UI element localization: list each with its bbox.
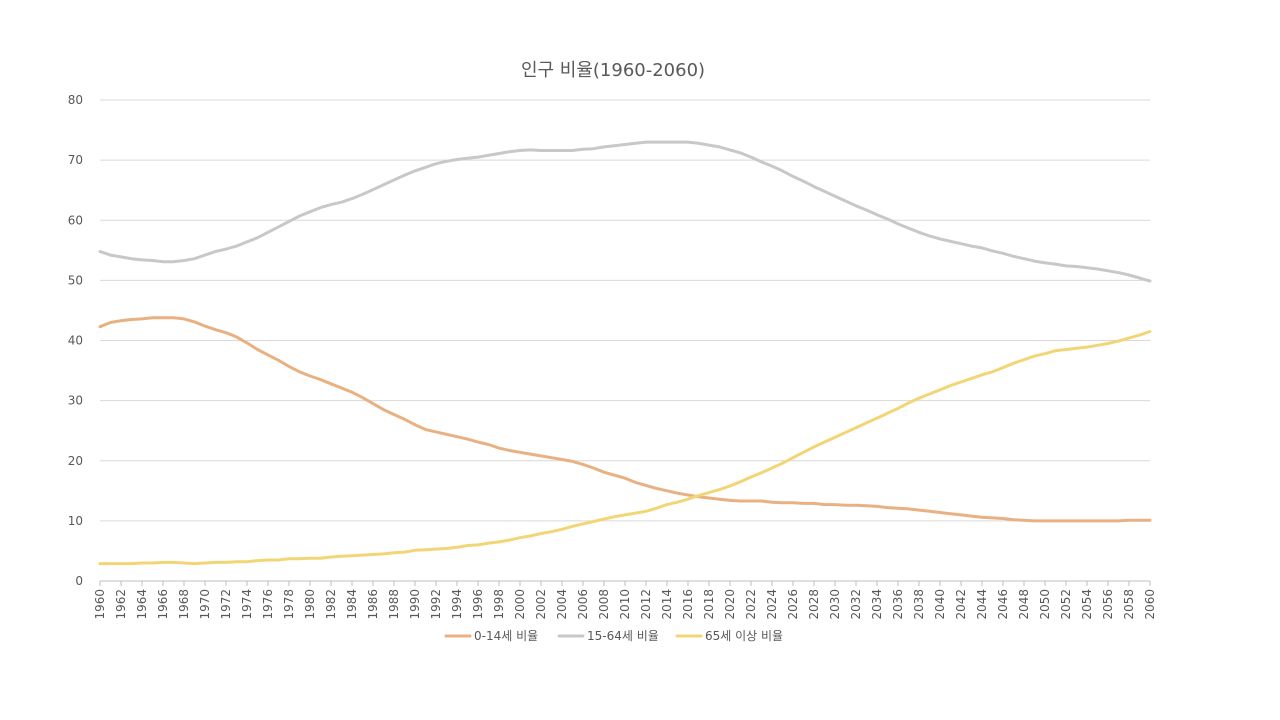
legend-label-2: 65세 이상 비율	[705, 629, 783, 643]
x-tick-label: 1964	[135, 589, 149, 620]
x-tick-label: 1986	[366, 589, 380, 620]
x-tick-label: 2030	[828, 589, 842, 620]
series-line-0	[98, 316, 1152, 523]
x-tick-label: 1968	[177, 589, 191, 620]
x-tick-label: 1988	[387, 589, 401, 620]
x-tick-label: 2048	[1017, 589, 1031, 620]
x-tick-label: 2042	[954, 589, 968, 620]
x-tick-label: 2012	[639, 589, 653, 620]
x-tick-label: 2018	[702, 589, 716, 620]
x-tick-label: 2034	[870, 589, 884, 620]
chart-title: 인구 비율(1960-2060)	[521, 60, 705, 81]
x-tick-label: 2006	[576, 589, 590, 620]
x-tick-label: 1998	[492, 589, 506, 620]
y-axis: 0 10 20 30 40 50 60 70 80	[68, 93, 83, 588]
series-line-2	[98, 330, 1152, 566]
y-tick-label: 30	[68, 394, 83, 408]
x-tick-label: 2024	[765, 589, 779, 620]
y-tick-label: 50	[68, 273, 83, 287]
x-tick-label: 1980	[303, 589, 317, 620]
series-lines	[98, 140, 1152, 566]
y-tick-label: 80	[68, 93, 83, 107]
x-tick-label: 1976	[261, 589, 275, 620]
x-tick-label: 2044	[975, 589, 989, 620]
x-tick-label: 1990	[408, 589, 422, 620]
y-tick-label: 20	[68, 454, 83, 468]
x-tick-label: 1982	[324, 589, 338, 620]
y-tick-label: 60	[68, 213, 83, 227]
x-tick-label: 2000	[513, 589, 527, 620]
x-tick-label: 1972	[219, 589, 233, 620]
y-tick-label: 70	[68, 153, 83, 167]
x-tick-label: 2038	[912, 589, 926, 620]
y-tick-label: 10	[68, 514, 83, 528]
x-tick-label: 2060	[1143, 589, 1157, 620]
x-tick-label: 2056	[1101, 589, 1115, 620]
x-tick-label: 1960	[93, 589, 107, 620]
x-tick-label: 1996	[471, 589, 485, 620]
x-tick-label: 2050	[1038, 589, 1052, 620]
series-line-1	[98, 140, 1152, 283]
y-tick-label: 0	[75, 574, 83, 588]
legend: 0-14세 비율 15-64세 비율 65세 이상 비율	[444, 629, 783, 643]
x-tick-label: 1970	[198, 589, 212, 620]
x-tick-label: 2054	[1080, 589, 1094, 620]
y-tick-label: 40	[68, 334, 83, 348]
x-tick-label: 2014	[660, 589, 674, 620]
x-tick-label: 1962	[114, 589, 128, 620]
x-tick-label: 2016	[681, 589, 695, 620]
gridlines	[100, 99, 1150, 582]
x-tick-label: 2010	[618, 589, 632, 620]
x-tick-label: 1978	[282, 589, 296, 620]
x-tick-label: 1966	[156, 589, 170, 620]
x-tick-label: 2020	[723, 589, 737, 620]
x-tick-label: 1992	[429, 589, 443, 620]
x-tick-label: 2026	[786, 589, 800, 620]
x-tick-label: 2058	[1122, 589, 1136, 620]
x-tick-label: 2004	[555, 589, 569, 620]
x-tick-label: 1974	[240, 589, 254, 620]
x-tick-label: 2008	[597, 589, 611, 620]
x-tick-label: 2040	[933, 589, 947, 620]
x-axis: 1960 1962 1964 1966 1968 1970 1972 1974 1976 1978…	[93, 581, 1157, 620]
x-tick-label: 2002	[534, 589, 548, 620]
x-tick-label: 1994	[450, 589, 464, 620]
legend-label-1: 15-64세 비율	[587, 629, 659, 643]
x-tick-label: 2022	[744, 589, 758, 620]
x-tick-label: 2046	[996, 589, 1010, 620]
x-tick-label: 2032	[849, 589, 863, 620]
x-tick-label: 1984	[345, 589, 359, 620]
x-tick-label: 2028	[807, 589, 821, 620]
x-tick-label: 2036	[891, 589, 905, 620]
legend-label-0: 0-14세 비율	[474, 629, 538, 643]
x-tick-label: 2052	[1059, 589, 1073, 620]
